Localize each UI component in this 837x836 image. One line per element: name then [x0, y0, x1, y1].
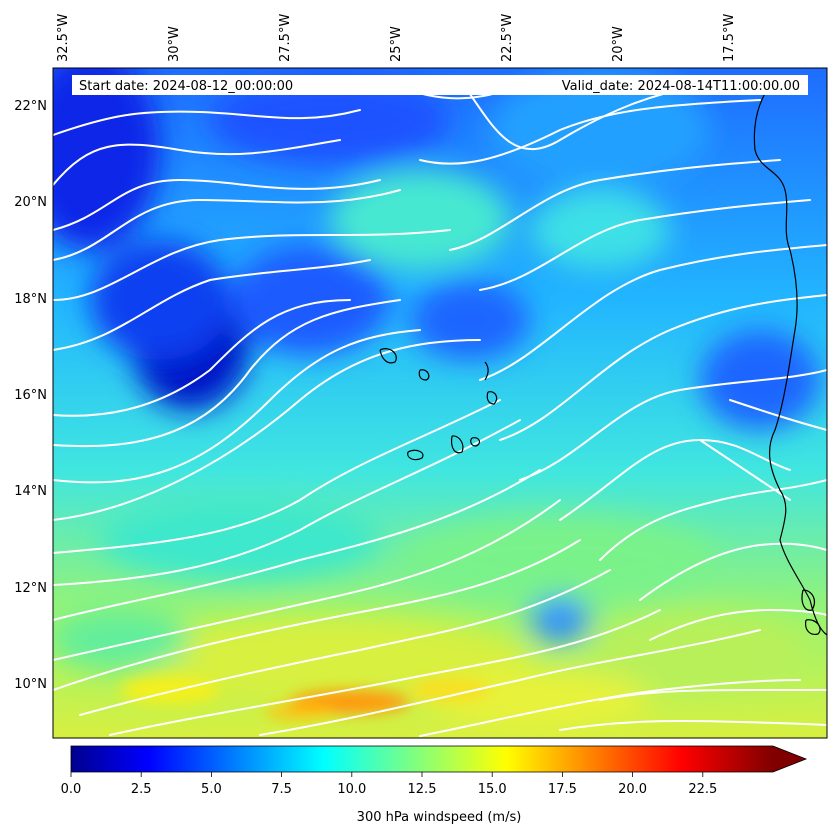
lon-tick-label: 22.5°W	[500, 14, 515, 62]
colorbar-tick-label: 15.0	[478, 782, 507, 797]
lon-tick-label: 32.5°W	[56, 14, 71, 62]
lat-tick-label: 22°N	[14, 99, 47, 114]
colorbar-tick-label: 10.0	[337, 782, 366, 797]
longitude-tick-labels: 32.5°W 30°W 27.5°W 25°W 22.5°W 20°W 17.5…	[56, 14, 737, 62]
colorbar-tick-label: 20.0	[618, 782, 647, 797]
date-info-box: Start date: 2024-08-12_00:00:00 Valid_da…	[72, 75, 808, 95]
coastlines	[379, 84, 827, 636]
lon-tick-label: 25°W	[389, 26, 404, 62]
map-frame	[52, 67, 828, 739]
windspeed-field	[53, 68, 827, 738]
colorbar-tick-label: 12.5	[408, 782, 437, 797]
lat-tick-label: 18°N	[14, 292, 47, 307]
colorbar-tick-label: 5.0	[201, 782, 222, 797]
lon-tick-label: 30°W	[167, 26, 182, 62]
colorbar-tick-label: 17.5	[548, 782, 577, 797]
valid-date-text: Valid_date: 2024-08-14T11:00:00.00	[562, 79, 800, 94]
colorbar-label: 300 hPa windspeed (m/s)	[357, 810, 522, 825]
colorbar-ticks: 0.0 2.5 5.0 7.5 10.0 12.5 15.0 17.5 20.0 22.5	[61, 772, 717, 797]
lat-tick-label: 16°N	[14, 388, 47, 403]
colorbar-tick-label: 22.5	[688, 782, 717, 797]
start-date-text: Start date: 2024-08-12_00:00:00	[79, 79, 293, 94]
lat-tick-label: 10°N	[14, 677, 47, 692]
streamlines	[53, 79, 827, 737]
lat-tick-label: 20°N	[14, 195, 47, 210]
colorbar-tick-label: 2.5	[131, 782, 152, 797]
colorbar: 0.0 2.5 5.0 7.5 10.0 12.5 15.0 17.5 20.0 22.5 300…	[61, 745, 808, 825]
lon-tick-label: 20°W	[611, 26, 626, 62]
colorbar-tick-label: 0.0	[61, 782, 82, 797]
colorbar-tick-label: 7.5	[271, 782, 292, 797]
lat-tick-label: 12°N	[14, 581, 47, 596]
lon-tick-label: 17.5°W	[722, 14, 737, 62]
latitude-tick-labels: 10°N 12°N 14°N 16°N 18°N 20°N 22°N	[14, 99, 47, 692]
lat-tick-label: 14°N	[14, 484, 47, 499]
lon-tick-label: 27.5°W	[278, 14, 293, 62]
